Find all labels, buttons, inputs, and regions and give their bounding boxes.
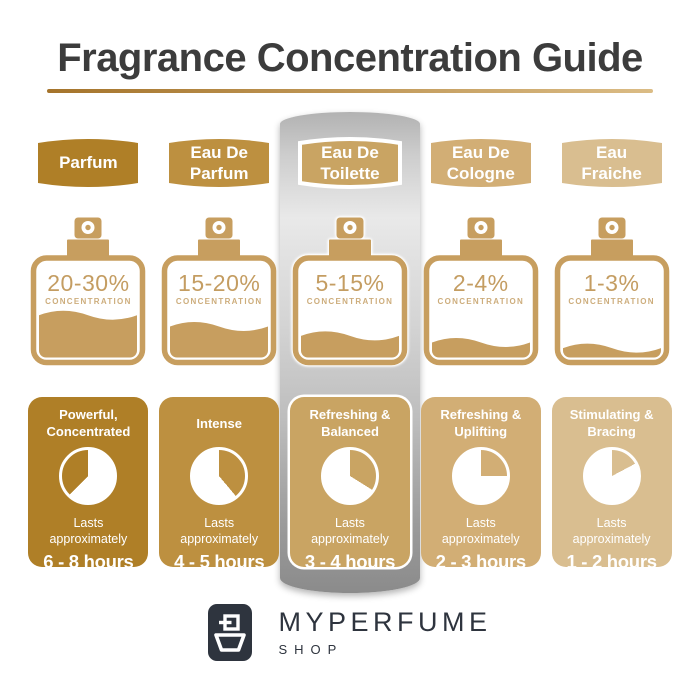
concentration-label: CONCENTRATION [306,297,394,306]
concentration-text: 2-4% CONCENTRATION [423,272,539,306]
brand-name: MYPERFUME [278,606,492,637]
duration-card: Powerful, Concentrated Lasts approximate… [28,397,149,572]
perfume-bottle-icon [554,217,669,366]
fragrance-type-banner: Eau De Cologne [428,134,534,192]
perfume-bottle: 5-15% CONCENTRATION [292,216,408,366]
page-title: Fragrance Concentration Guide [57,36,643,80]
duration-value: 3 - 4 hours [304,550,396,572]
trait-label: Refreshing & Balanced [309,407,391,439]
banner-ribbon-shape [297,137,402,189]
duration-value: 2 - 3 hours [435,550,527,572]
perfume-bottle-icon [161,217,277,366]
duration-card: Intense Lasts approximately 4 - 5 hours [159,397,280,572]
trait-label: Stimulating & Bracing [569,407,654,439]
clock-icon [59,447,118,505]
liquid-fill [562,343,661,358]
duration-value: 1 - 2 hours [566,550,657,572]
banner-ribbon-shape [561,139,662,187]
lasts-label: Lasts approximately [180,516,259,547]
concentration-label: CONCENTRATION [45,297,132,306]
brand-name-block: MYPERFUME SHOP [278,606,492,657]
fragrance-type-label: Eau De Parfum [189,142,249,183]
trait-label: Powerful, Concentrated [46,407,131,439]
bottle-glyph-icon [214,614,247,652]
clock-icon [582,447,641,505]
concentration-label: CONCENTRATION [437,297,525,306]
fragrance-type-label: Parfum [59,153,118,173]
concentration-value: 1-3% [583,270,640,296]
brand-subtitle: SHOP [278,641,344,657]
clock-icon [320,447,379,505]
banner-ribbon-shape [430,139,531,187]
concentration-text: 1-3% CONCENTRATION [554,272,670,306]
fragrance-type-banner: Eau De Parfum [166,134,272,192]
duration-card: Refreshing & Balanced Lasts approximatel… [289,397,410,572]
perfume-bottle-icon [423,217,539,366]
columns-row: Parfum 20-30% CONCENTRATION Pow [0,131,700,572]
liquid-fill [170,321,269,358]
concentration-text: 15-20% CONCENTRATION [161,272,277,306]
column-eau-de-cologne: Eau De Cologne 2-4% CONCENTRATION [415,131,546,572]
liquid-fill [431,337,530,358]
concentration-value: 2-4% [452,270,509,296]
concentration-value: 15-20% [178,270,261,296]
fragrance-type-label: Eau De Cologne [446,142,515,183]
fragrance-type-label: Eau De Toilette [320,142,380,183]
lasts-label: Lasts approximately [441,516,520,547]
fragrance-type-banner: Eau Fraiche [559,134,665,192]
perfume-bottle: 1-3% CONCENTRATION [554,216,670,366]
fragrance-type-banner: Eau De Toilette [297,134,403,192]
fragrance-type-label: Eau Fraiche [581,142,642,183]
column-eau-de-toilette: Eau De Toilette 5-15% CONCENTRATION [285,131,416,572]
column-eau-fraiche: Eau Fraiche 1-3% CONCENTRATION [546,131,677,572]
banner-ribbon-shape [169,139,270,187]
perfume-shop-logo-icon [208,604,253,661]
duration-card: Refreshing & Uplifting Lasts approximate… [420,397,541,572]
column-parfum: Parfum 20-30% CONCENTRATION Pow [23,131,154,572]
lasts-label: Lasts approximately [49,516,128,547]
concentration-value: 5-15% [315,270,385,296]
liquid-fill [300,331,399,358]
duration-value: 6 - 8 hours [43,550,134,572]
fragrance-type-banner: Parfum [35,134,141,192]
column-eau-de-parfum: Eau De Parfum 15-20% CONCENTRATION [154,131,285,572]
concentration-value: 20-30% [47,270,130,296]
duration-card: Stimulating & Bracing Lasts approximatel… [551,397,672,572]
brand-logo: MYPERFUME SHOP [0,604,700,661]
perfume-bottle: 20-30% CONCENTRATION [30,216,146,366]
title-underline [47,89,653,93]
clock-icon [190,447,249,505]
perfume-bottle: 15-20% CONCENTRATION [161,216,277,366]
concentration-text: 5-15% CONCENTRATION [292,272,408,306]
banner-ribbon-shape [38,139,139,187]
clock-icon [451,447,510,505]
concentration-text: 20-30% CONCENTRATION [30,272,146,306]
concentration-label: CONCENTRATION [568,297,655,306]
perfume-bottle-icon [292,217,408,366]
perfume-bottle-icon [31,217,146,366]
concentration-label: CONCENTRATION [175,297,263,306]
lasts-label: Lasts approximately [311,516,389,547]
duration-value: 4 - 5 hours [174,550,265,572]
perfume-bottle: 2-4% CONCENTRATION [423,216,539,366]
lasts-label: Lasts approximately [572,516,651,547]
trait-label: Intense [196,415,242,431]
liquid-fill [39,310,138,358]
trait-label: Refreshing & Uplifting [440,407,522,439]
